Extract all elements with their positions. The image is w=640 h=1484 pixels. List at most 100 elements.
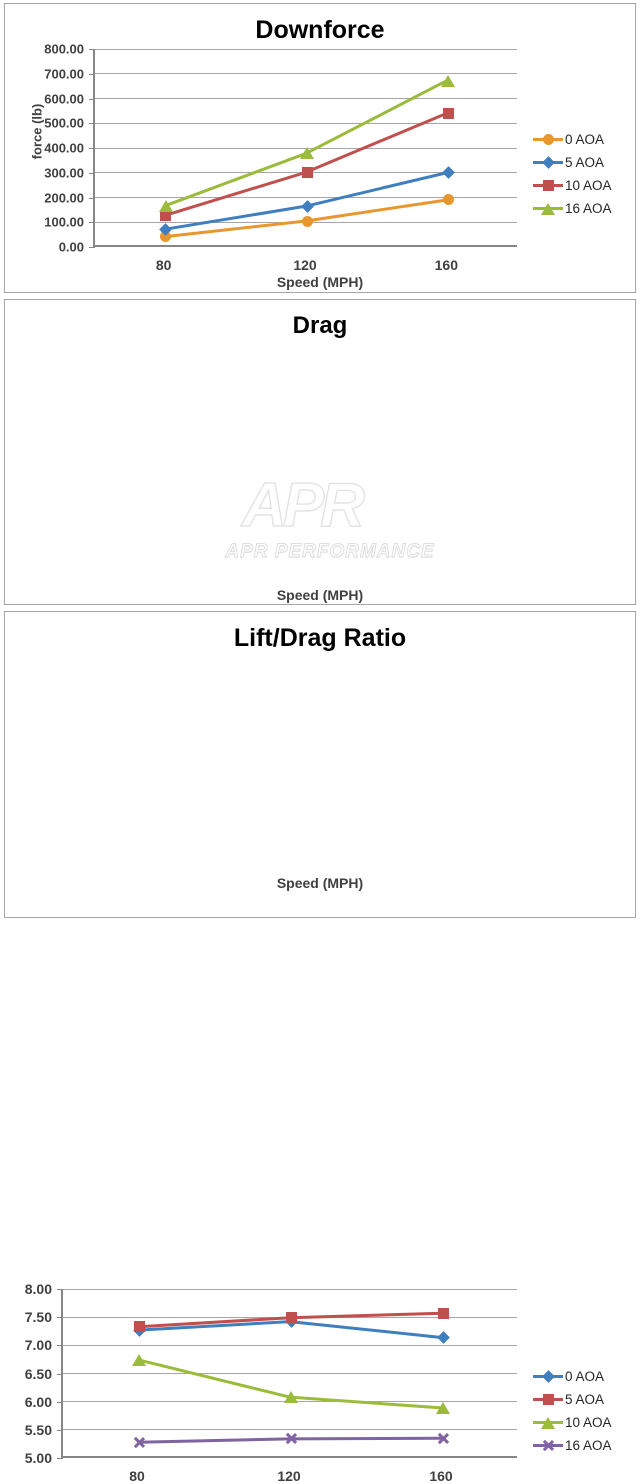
- x-axis-title-lift-drag-ratio: Speed (MPH): [276, 875, 364, 891]
- y-axis-tick: [89, 49, 95, 50]
- y-axis-tick-label: 500.00: [44, 115, 84, 131]
- marker-square-icon: [442, 107, 454, 119]
- y-axis-tick-label: 400.00: [44, 140, 84, 156]
- y-axis-tick-label: 5.50: [24, 1421, 52, 1438]
- x-axis-tick-label: 80: [129, 1468, 145, 1484]
- legend-item-10-aoa[interactable]: 10 AOA: [533, 174, 612, 197]
- marker-triangle-icon: [441, 74, 456, 87]
- legend-lift-drag-ratio: 0 AOA 5 AOA 10 AOA 16 AOA: [533, 1365, 612, 1457]
- legend-item-0-aoa[interactable]: 0 AOA: [533, 1365, 612, 1388]
- legend-marker-triangle-icon: [533, 1414, 563, 1432]
- x-axis-tick-label: 80: [155, 257, 172, 273]
- x-axis-title-drag: Speed (MPH): [276, 587, 364, 603]
- page-title-drag: Drag: [292, 312, 348, 339]
- legend-label: 16 AOA: [565, 1437, 612, 1453]
- marker-triangle-icon: [436, 1401, 450, 1414]
- gridline: [95, 122, 517, 124]
- marker-triangle-icon: [284, 1391, 298, 1404]
- plot-frame: [89, 48, 517, 248]
- marker-square-icon: [542, 1394, 554, 1405]
- gridline: [95, 48, 517, 50]
- marker-square-icon: [542, 180, 554, 191]
- chart-panel-downforce: Downforce force (lb) 0.00 100.00 200.00 300…: [4, 3, 636, 293]
- y-axis-tick-label: 6.50: [24, 1365, 52, 1382]
- x-axis-tick-label: 120: [277, 1468, 301, 1484]
- legend-label: 5 AOA: [565, 154, 605, 170]
- legend-marker-triangle-icon: [533, 200, 563, 218]
- y-axis-tick-label: 600.00: [44, 91, 84, 106]
- legend-label: 16 AOA: [565, 200, 612, 216]
- legend-item-10-aoa[interactable]: 10 AOA: [533, 1411, 612, 1434]
- x-axis-line: [95, 245, 517, 247]
- chart-panel-drag: Drag Force (lb) 0.0020.0040.0060.0080.00…: [4, 299, 636, 889]
- gridline: [95, 197, 517, 198]
- legend-label: 10 AOA: [565, 177, 612, 193]
- legend-marker-diamond-icon: [533, 154, 563, 172]
- marker-square-icon: [160, 209, 172, 221]
- plot-area-downforce: 0.00 100.00 200.00 300.00 400.00 500.00 600.00…: [44, 42, 517, 273]
- page-title-downforce: Downforce: [255, 16, 385, 44]
- legend-marker-square-icon: [533, 177, 563, 195]
- marker-triangle-icon: [541, 202, 555, 215]
- legend-item-16-aoa[interactable]: 16 AOA: [533, 1434, 612, 1457]
- marker-x-icon: [542, 1439, 555, 1452]
- legend-item-5-aoa[interactable]: 5 AOA: [533, 151, 612, 174]
- y-axis-tick: [89, 73, 95, 75]
- y-axis-tick-label: 7.50: [24, 1309, 52, 1326]
- y-axis-tick: [89, 197, 95, 199]
- y-axis-tick: [57, 1458, 63, 1459]
- y-axis-tick: [89, 148, 95, 149]
- marker-x-icon: [285, 1432, 298, 1445]
- y-axis-tick-label: 300.00: [44, 165, 84, 181]
- legend-item-16-aoa[interactable]: 16 AOA: [533, 197, 612, 220]
- x-axis-tick-label: 120: [293, 257, 317, 273]
- y-axis-tick: [89, 172, 95, 174]
- x-axis-tick-label: 160: [429, 1468, 453, 1484]
- marker-circle-icon: [442, 194, 454, 206]
- chart-panel-lift-drag-ratio: Lift/Drag Ratio 5.00 5.50 6.00 6.50 7.00 7.50…: [4, 611, 636, 1484]
- legend-downforce: 0 AOA 5 AOA 10 AOA 16 AOA: [533, 128, 612, 220]
- legend-label: 5 AOA: [565, 1391, 605, 1407]
- y-axis-tick: [89, 247, 95, 248]
- legend-label: 0 AOA: [565, 1368, 605, 1384]
- marker-square-icon: [133, 1321, 145, 1333]
- marker-square-icon: [301, 166, 313, 178]
- legend-item-0-aoa[interactable]: 0 AOA: [533, 128, 612, 151]
- marker-square-icon: [437, 1307, 449, 1319]
- marker-square-icon: [285, 1312, 297, 1324]
- plot-area-lift-drag-ratio: 5.00 5.50 6.00 6.50 7.00 7.50 8.00 80 120 160: [25, 1281, 517, 1484]
- legend-marker-circle-icon: [533, 131, 563, 149]
- y-axis-tick-label: 0.00: [58, 239, 84, 255]
- marker-x-icon: [133, 1436, 146, 1449]
- y-axis-tick: [89, 98, 95, 100]
- y-axis-tick-label: 7.00: [24, 1337, 52, 1354]
- marker-triangle-icon: [158, 199, 173, 212]
- marker-triangle-icon: [132, 1353, 146, 1366]
- marker-x-icon: [437, 1432, 450, 1445]
- legend-marker-x-icon: [533, 1437, 563, 1455]
- y-axis-tick-label: 6.00: [24, 1393, 52, 1410]
- y-axis-title-downforce: force (lb): [29, 103, 45, 160]
- y-axis-tick-label: 8.00: [24, 1281, 52, 1297]
- marker-diamond-icon: [541, 156, 555, 169]
- marker-circle-icon: [301, 215, 313, 227]
- x-axis-tick-label: 160: [434, 257, 459, 273]
- page-title-lift-drag-ratio: Lift/Drag Ratio: [233, 624, 407, 652]
- marker-triangle-icon: [541, 1416, 555, 1429]
- legend-label: 0 AOA: [565, 131, 605, 147]
- charts-page: Downforce force (lb) 0.00 100.00 200.00 300…: [4, 3, 636, 1484]
- plot-frame: [57, 1288, 517, 1459]
- marker-triangle-icon: [300, 147, 314, 160]
- y-axis-tick-label: 800.00: [44, 41, 84, 57]
- y-axis-tick-label: 100.00: [44, 214, 84, 230]
- legend-marker-square-icon: [533, 1391, 563, 1409]
- series-line-16-aoa: [163, 79, 449, 208]
- marker-circle-icon: [160, 231, 172, 243]
- y-axis-tick-label: 700.00: [44, 66, 84, 82]
- gridline: [95, 98, 517, 99]
- legend-item-5-aoa[interactable]: 5 AOA: [533, 1388, 612, 1411]
- legend-label: 10 AOA: [565, 1414, 612, 1430]
- y-axis-tick: [89, 222, 95, 224]
- y-axis-tick: [89, 123, 95, 125]
- marker-circle-icon: [542, 134, 554, 145]
